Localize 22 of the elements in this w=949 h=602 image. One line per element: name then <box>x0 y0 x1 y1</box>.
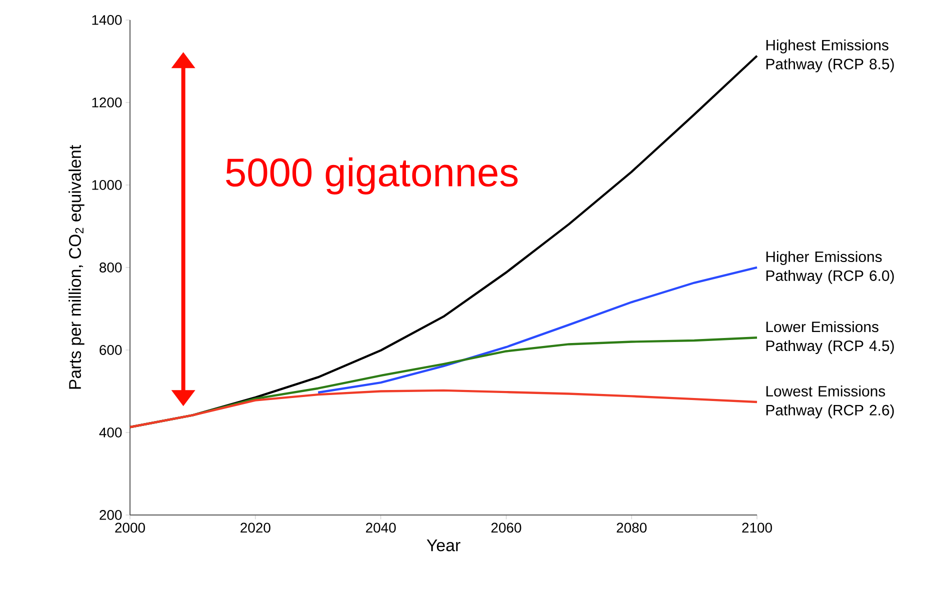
series-label: Higher Emissions Pathway (RCP 6.0) <box>766 251 894 284</box>
y-tick-label: 600 <box>100 345 122 355</box>
series-label: Highest Emissions Pathway (RCP 8.5) <box>766 39 894 72</box>
y-tick-label: 200 <box>100 510 122 520</box>
y-axis-title: Parts per million, CO$_{2}$ equivalent <box>68 145 84 389</box>
line-series <box>317 266 758 394</box>
x-tick-label: 2000 <box>115 522 145 533</box>
x-tick-label: 2100 <box>742 522 772 533</box>
y-tick-label: 1000 <box>92 180 122 190</box>
series-label: Lower Emissions Pathway (RCP 4.5) <box>766 321 894 354</box>
x-tick-label: 2060 <box>491 522 522 533</box>
y-tick-label: 1200 <box>92 98 122 108</box>
line-series <box>128 389 758 428</box>
y-tick-label: 800 <box>100 262 122 272</box>
x-tick-label: 2040 <box>366 522 396 533</box>
x-axis-title: Year <box>426 539 460 552</box>
y-tick-label: 400 <box>99 428 122 438</box>
series-label: Lowest Emissions Pathway (RCP 2.6) <box>766 386 894 418</box>
x-tick-label: 2020 <box>240 522 270 533</box>
y-tick-label: 1400 <box>92 15 122 25</box>
x-tick-label: 2080 <box>616 522 647 533</box>
annotation: 5000 gigatonnes <box>226 157 518 194</box>
